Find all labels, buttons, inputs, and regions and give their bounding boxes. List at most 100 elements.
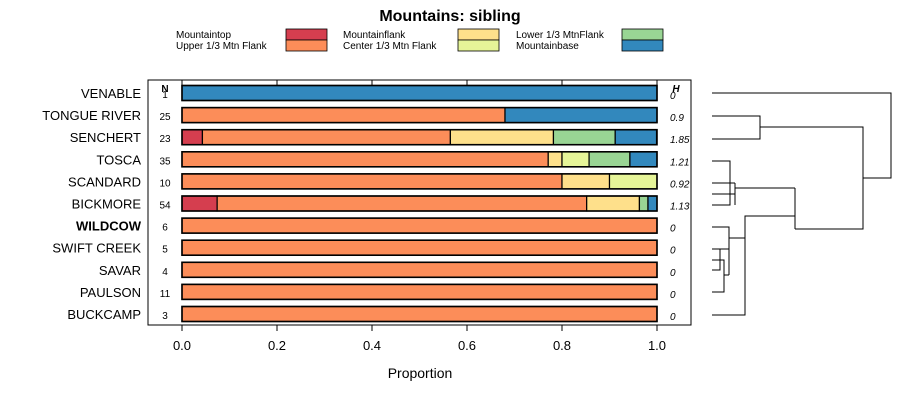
- h-value-9: 0: [670, 290, 676, 301]
- category-label-0: VENABLE: [81, 86, 141, 101]
- bar-outline-5: [181, 195, 658, 212]
- category-label-5: BICKMORE: [72, 197, 142, 212]
- n-column-header: N: [161, 84, 168, 95]
- h-value-4: 0.92: [670, 179, 690, 190]
- h-column-header: H: [672, 84, 680, 95]
- bar-segment-5-2: [586, 195, 641, 212]
- bar-segment-8-1: [181, 261, 658, 278]
- category-label-7: SWIFT CREEK: [52, 241, 141, 256]
- h-value-0: 0: [670, 91, 676, 102]
- dendrogram-branch-7: [712, 193, 736, 205]
- bar-segment-7-1: [181, 239, 658, 256]
- legend-label-0: Mountaintop: [176, 30, 231, 41]
- dendrogram-branch-11: [712, 249, 721, 271]
- bar-outline-7: [181, 239, 658, 256]
- bar-segment-0-5: [181, 84, 658, 102]
- category-label-8: SAVAR: [99, 263, 141, 278]
- h-value-3: 1.21: [670, 157, 689, 168]
- bar-segment-2-2: [449, 129, 555, 146]
- legend-swatch-2: [457, 28, 500, 41]
- dendrogram-branch-2: [760, 126, 864, 230]
- n-value-10: 3: [162, 311, 168, 322]
- bar-segment-2-4: [552, 129, 616, 146]
- bar-segment-6-1: [181, 217, 658, 234]
- bar-segment-3-4: [588, 151, 631, 168]
- dendrogram-branch-10: [712, 226, 730, 250]
- bar-segment-2-0: [181, 129, 204, 146]
- category-label-10: BUCKCAMP: [67, 307, 141, 322]
- bar-segment-5-4: [638, 195, 649, 212]
- category-label-2: SENCHERT: [70, 130, 141, 145]
- bar-segment-5-0: [181, 195, 218, 212]
- x-tick-label-4: 0.8: [553, 338, 571, 353]
- legend-swatch-0: [285, 28, 328, 41]
- bar-segment-4-1: [181, 173, 563, 190]
- dendrogram: [712, 92, 892, 316]
- h-value-7: 0: [670, 246, 676, 257]
- legend-swatch-4: [621, 28, 664, 41]
- category-label-9: PAULSON: [80, 285, 141, 300]
- bar-segment-9-1: [181, 283, 658, 300]
- h-value-5: 1.13: [670, 202, 690, 213]
- x-tick-label-0: 0.0: [173, 338, 191, 353]
- dendrogram-branch-0: [712, 92, 892, 179]
- bar-segment-4-3: [608, 173, 658, 190]
- bar-outline-1: [181, 106, 658, 124]
- x-axis: 0.0 0.2 0.4 0.6 0.8 1.0: [173, 80, 666, 353]
- x-tick-label-3: 0.6: [458, 338, 476, 353]
- bar-segment-3-5: [629, 151, 658, 168]
- bar-outline-10: [181, 305, 658, 323]
- bar-segment-5-1: [216, 195, 588, 212]
- category-label-4: SCANDARD: [68, 174, 141, 189]
- n-value-8: 4: [162, 267, 168, 278]
- bar-segment-3-1: [181, 151, 549, 168]
- plot-frame: [147, 79, 692, 326]
- legend-label-5: Mountainbase: [516, 41, 579, 52]
- bar-outline-2: [181, 128, 658, 146]
- legend-label-2: Mountainflank: [343, 30, 406, 41]
- x-tick-label-2: 0.4: [363, 338, 381, 353]
- h-value-10: 0: [670, 312, 676, 323]
- dendrogram-branch-1: [712, 115, 761, 140]
- legend-label-1: Upper 1/3 Mtn Flank: [176, 41, 268, 52]
- category-label-3: TOSCA: [96, 152, 141, 167]
- bar-segment-3-2: [547, 151, 563, 168]
- legend-label-4: Lower 1/3 MtnFlank: [516, 30, 605, 41]
- legend-swatch-5: [621, 39, 664, 52]
- bar-segment-5-5: [647, 195, 658, 212]
- n-value-7: 5: [162, 245, 168, 256]
- legend-swatch-1: [285, 39, 328, 52]
- bar-segment-4-2: [561, 173, 611, 190]
- n-value-1: 25: [159, 112, 171, 123]
- bar-outline-8: [181, 261, 658, 279]
- bar-segment-1-1: [181, 106, 506, 124]
- n-value-9: 11: [160, 289, 171, 300]
- h-value-1: 0.9: [670, 113, 684, 124]
- bar-outline-3: [181, 151, 658, 168]
- legend-swatch-3: [457, 39, 500, 52]
- dendrogram-branch-17: [744, 215, 795, 276]
- x-tick-label-5: 1.0: [648, 338, 666, 353]
- bars: [181, 84, 658, 323]
- bar-outline-4: [181, 173, 658, 190]
- x-tick-label-1: 0.2: [268, 338, 286, 353]
- n-value-2: 23: [159, 134, 171, 145]
- bar-segment-1-5: [504, 106, 658, 124]
- n-value-5: 54: [159, 201, 171, 212]
- n-value-0: 1: [162, 90, 168, 101]
- bar-segment-10-1: [181, 305, 658, 323]
- bar-outline-0: [181, 84, 658, 102]
- h-value-6: 0: [670, 224, 676, 235]
- x-axis-title: Proportion: [388, 365, 453, 381]
- bar-segment-2-5: [614, 129, 658, 146]
- n-value-4: 10: [159, 178, 171, 189]
- bar-outline-6: [181, 217, 658, 234]
- category-label-6: WILDCOW: [76, 219, 142, 234]
- chart-title: Mountains: sibling: [379, 8, 520, 25]
- dendrogram-branch-16: [712, 237, 746, 316]
- legend-label-3: Center 1/3 Mtn Flank: [343, 41, 437, 52]
- bar-outline-9: [181, 283, 658, 301]
- bar-segment-2-1: [201, 129, 451, 146]
